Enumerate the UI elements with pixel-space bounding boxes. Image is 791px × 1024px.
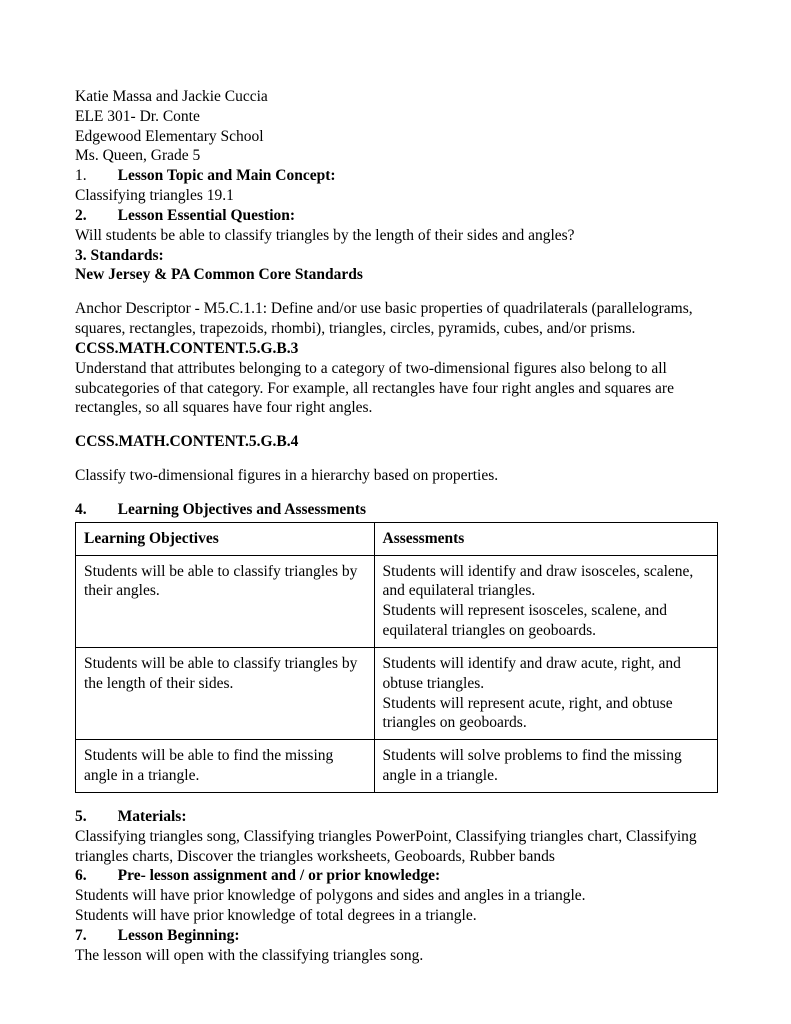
section-4-num: 4. bbox=[75, 501, 87, 518]
section-7-heading: 7. Lesson Beginning: bbox=[75, 926, 718, 946]
table-header-row: Learning Objectives Assessments bbox=[76, 522, 718, 555]
table-head-objectives: Learning Objectives bbox=[76, 522, 375, 555]
section-1-body: Classifying triangles 19.1 bbox=[75, 186, 718, 206]
section-4-title: Learning Objectives and Assessments bbox=[118, 501, 366, 518]
spacer bbox=[75, 452, 718, 466]
section-5-heading: 5. Materials: bbox=[75, 807, 718, 827]
header-authors: Katie Massa and Jackie Cuccia bbox=[75, 87, 718, 107]
table-cell-objective: Students will be able to classify triang… bbox=[76, 647, 375, 739]
section-7-num: 7. bbox=[75, 927, 87, 944]
section-1-num: 1. bbox=[75, 167, 87, 184]
section-2-title: Lesson Essential Question: bbox=[118, 207, 295, 224]
spacer bbox=[75, 285, 718, 299]
section-6-num: 6. bbox=[75, 867, 87, 884]
section-7-title: Lesson Beginning: bbox=[118, 927, 240, 944]
ccss-1-text: Understand that attributes belonging to … bbox=[75, 359, 718, 418]
section-7-body: The lesson will open with the classifyin… bbox=[75, 946, 718, 966]
header-teacher: Ms. Queen, Grade 5 bbox=[75, 146, 718, 166]
ccss-2-text: Classify two-dimensional figures in a hi… bbox=[75, 466, 718, 486]
document-page: Katie Massa and Jackie Cuccia ELE 301- D… bbox=[0, 0, 791, 1024]
section-3-title: 3. Standards: bbox=[75, 246, 718, 266]
section-2-body: Will students be able to classify triang… bbox=[75, 226, 718, 246]
section-5-body: Classifying triangles song, Classifying … bbox=[75, 827, 718, 867]
table-cell-objective: Students will be able to classify triang… bbox=[76, 555, 375, 647]
section-3-sub: New Jersey & PA Common Core Standards bbox=[75, 265, 718, 285]
ccss-2-code: CCSS.MATH.CONTENT.5.G.B.4 bbox=[75, 432, 718, 452]
section-5-num: 5. bbox=[75, 808, 87, 825]
section-2-heading: 2. Lesson Essential Question: bbox=[75, 206, 718, 226]
anchor-descriptor: Anchor Descriptor - M5.C.1.1: Define and… bbox=[75, 299, 718, 339]
table-row: Students will be able to classify triang… bbox=[76, 555, 718, 647]
section-6-body-2: Students will have prior knowledge of to… bbox=[75, 906, 718, 926]
section-6-body-1: Students will have prior knowledge of po… bbox=[75, 886, 718, 906]
spacer bbox=[75, 793, 718, 807]
section-1-title: Lesson Topic and Main Concept: bbox=[118, 167, 336, 184]
spacer bbox=[75, 418, 718, 432]
section-1-heading: 1. Lesson Topic and Main Concept: bbox=[75, 166, 718, 186]
objectives-table: Learning Objectives Assessments Students… bbox=[75, 522, 718, 793]
table-cell-assessment: Students will identify and draw acute, r… bbox=[374, 647, 717, 739]
table-cell-assessment: Students will identify and draw isoscele… bbox=[374, 555, 717, 647]
section-6-heading: 6. Pre- lesson assignment and / or prior… bbox=[75, 866, 718, 886]
table-head-assessments: Assessments bbox=[374, 522, 717, 555]
section-4-heading: 4. Learning Objectives and Assessments bbox=[75, 500, 718, 520]
table-cell-assessment: Students will solve problems to find the… bbox=[374, 740, 717, 793]
section-2-num: 2. bbox=[75, 207, 87, 224]
section-5-title: Materials: bbox=[118, 808, 187, 825]
table-row: Students will be able to classify triang… bbox=[76, 647, 718, 739]
section-6-title: Pre- lesson assignment and / or prior kn… bbox=[118, 867, 441, 884]
table-row: Students will be able to find the missin… bbox=[76, 740, 718, 793]
header-course: ELE 301- Dr. Conte bbox=[75, 107, 718, 127]
header-school: Edgewood Elementary School bbox=[75, 127, 718, 147]
ccss-1-code: CCSS.MATH.CONTENT.5.G.B.3 bbox=[75, 339, 718, 359]
spacer bbox=[75, 486, 718, 500]
table-cell-objective: Students will be able to find the missin… bbox=[76, 740, 375, 793]
